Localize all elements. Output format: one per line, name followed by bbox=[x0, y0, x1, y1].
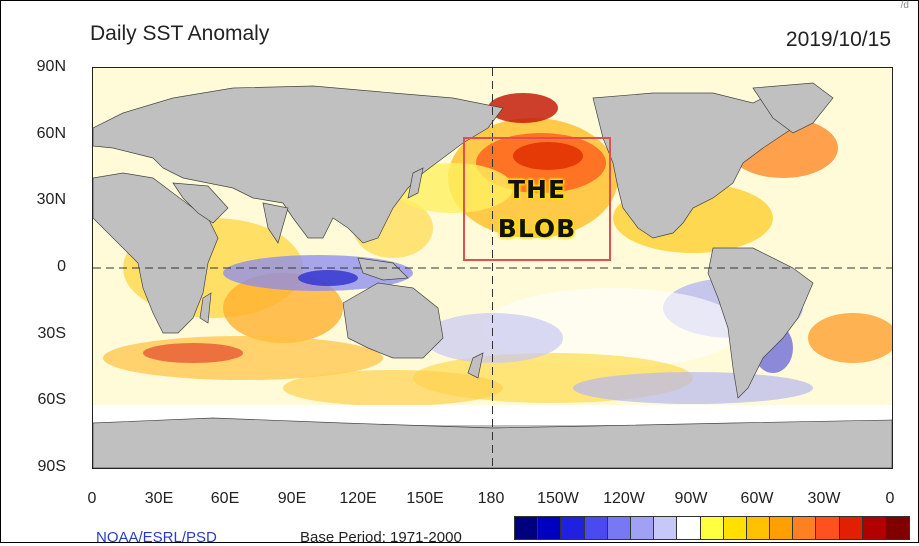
x-tick-label: 60W bbox=[740, 490, 774, 507]
colorbar-swatch bbox=[839, 517, 863, 539]
colorbar-swatch bbox=[561, 517, 585, 539]
x-tick-label: 120E bbox=[339, 490, 377, 507]
colorbar-swatch bbox=[654, 517, 678, 539]
x-tick-label: 0 bbox=[87, 490, 97, 507]
x-tick-label: 180 bbox=[477, 490, 505, 507]
y-tick-label: 30S bbox=[37, 325, 66, 342]
y-tick-label: 60S bbox=[37, 391, 66, 408]
source-link[interactable]: NOAA/ESRL/PSD bbox=[96, 529, 217, 546]
colorbar-swatch bbox=[862, 517, 886, 539]
blob-annotation-line1: THE bbox=[507, 175, 567, 204]
date-label: 2019/10/15 bbox=[785, 28, 891, 51]
colorbar-swatch bbox=[607, 517, 631, 539]
colorbar-swatch bbox=[886, 517, 910, 539]
x-tick-label: 90E bbox=[277, 490, 307, 507]
colorbar-swatch bbox=[515, 517, 539, 539]
x-tick-label: 120W bbox=[603, 490, 645, 507]
x-tick-label: 30W bbox=[807, 490, 841, 507]
land-masses bbox=[93, 82, 892, 468]
sst-anomaly-map bbox=[92, 67, 893, 469]
x-tick-label: 90W bbox=[674, 490, 708, 507]
colorbar-swatch bbox=[793, 517, 817, 539]
base-period-label: Base Period: 1971-2000 bbox=[300, 529, 462, 546]
colorbar-swatch bbox=[677, 517, 701, 539]
y-tick-label: 90S bbox=[37, 458, 66, 475]
x-tick-label: 150E bbox=[406, 490, 444, 507]
y-tick-label: 0 bbox=[57, 258, 66, 275]
colorbar-swatch bbox=[630, 517, 655, 539]
x-tick-label: 0 bbox=[885, 490, 895, 507]
x-tick-label: 30E bbox=[144, 490, 174, 507]
colorbar-swatch bbox=[816, 517, 840, 539]
y-tick-label: 60N bbox=[36, 125, 66, 142]
x-tick-label: 150W bbox=[537, 490, 579, 507]
blob-highlight-box bbox=[463, 137, 611, 261]
y-tick-label: 30N bbox=[36, 191, 66, 208]
x-tick-label: 60E bbox=[210, 490, 240, 507]
blob-annotation-line2: BLOB bbox=[497, 214, 577, 243]
colorbar-swatch bbox=[700, 517, 724, 539]
colorbar-swatch bbox=[538, 517, 562, 539]
colorbar-swatch bbox=[770, 517, 794, 539]
colorbar-swatch bbox=[584, 517, 608, 539]
map-canvas bbox=[93, 68, 892, 468]
chart-title: Daily SST Anomaly bbox=[90, 22, 270, 45]
colorbar-swatch bbox=[723, 517, 747, 539]
colorbar-legend bbox=[514, 516, 911, 540]
y-tick-label: 90N bbox=[36, 58, 66, 75]
colorbar-swatch bbox=[746, 517, 771, 539]
corner-mark: /d bbox=[900, 0, 909, 11]
blob-annotation: THE BLOB bbox=[463, 170, 611, 248]
